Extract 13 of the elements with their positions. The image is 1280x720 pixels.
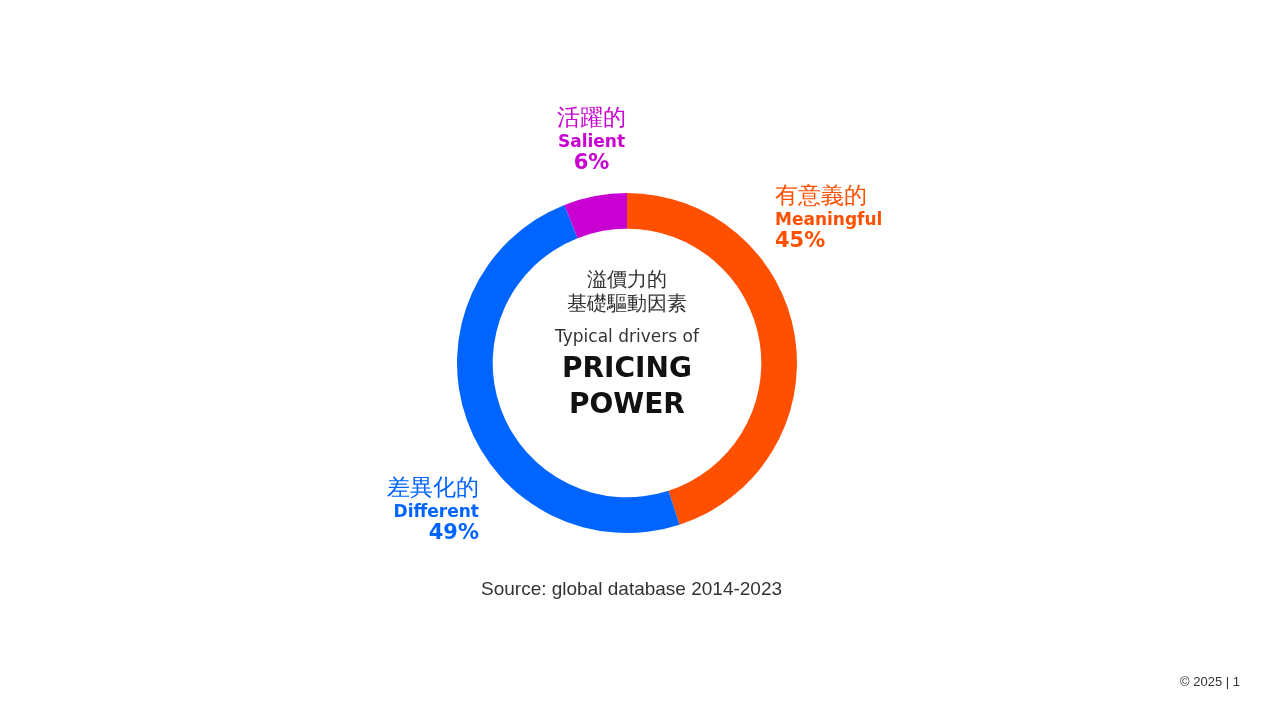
text: 基礎驅動因素 xyxy=(567,291,687,315)
data-label: 6% xyxy=(573,150,610,175)
donut-slice xyxy=(564,193,627,239)
source-note: Source: global database 2014-2023 xyxy=(481,578,783,599)
slice-label: 活躍的 Salient xyxy=(557,104,626,152)
data-label: 45% xyxy=(775,228,826,253)
text: PRICING POWER xyxy=(562,351,692,421)
text: 溢價力的 xyxy=(587,267,667,291)
slice-label: 差異化的 Different xyxy=(387,474,479,522)
text: © 2025 | 1 xyxy=(1180,674,1240,689)
text: Typical drivers of xyxy=(554,326,700,346)
slice-label: 有意義的 Meaningful xyxy=(775,182,883,230)
data-label: 49% xyxy=(428,520,479,545)
